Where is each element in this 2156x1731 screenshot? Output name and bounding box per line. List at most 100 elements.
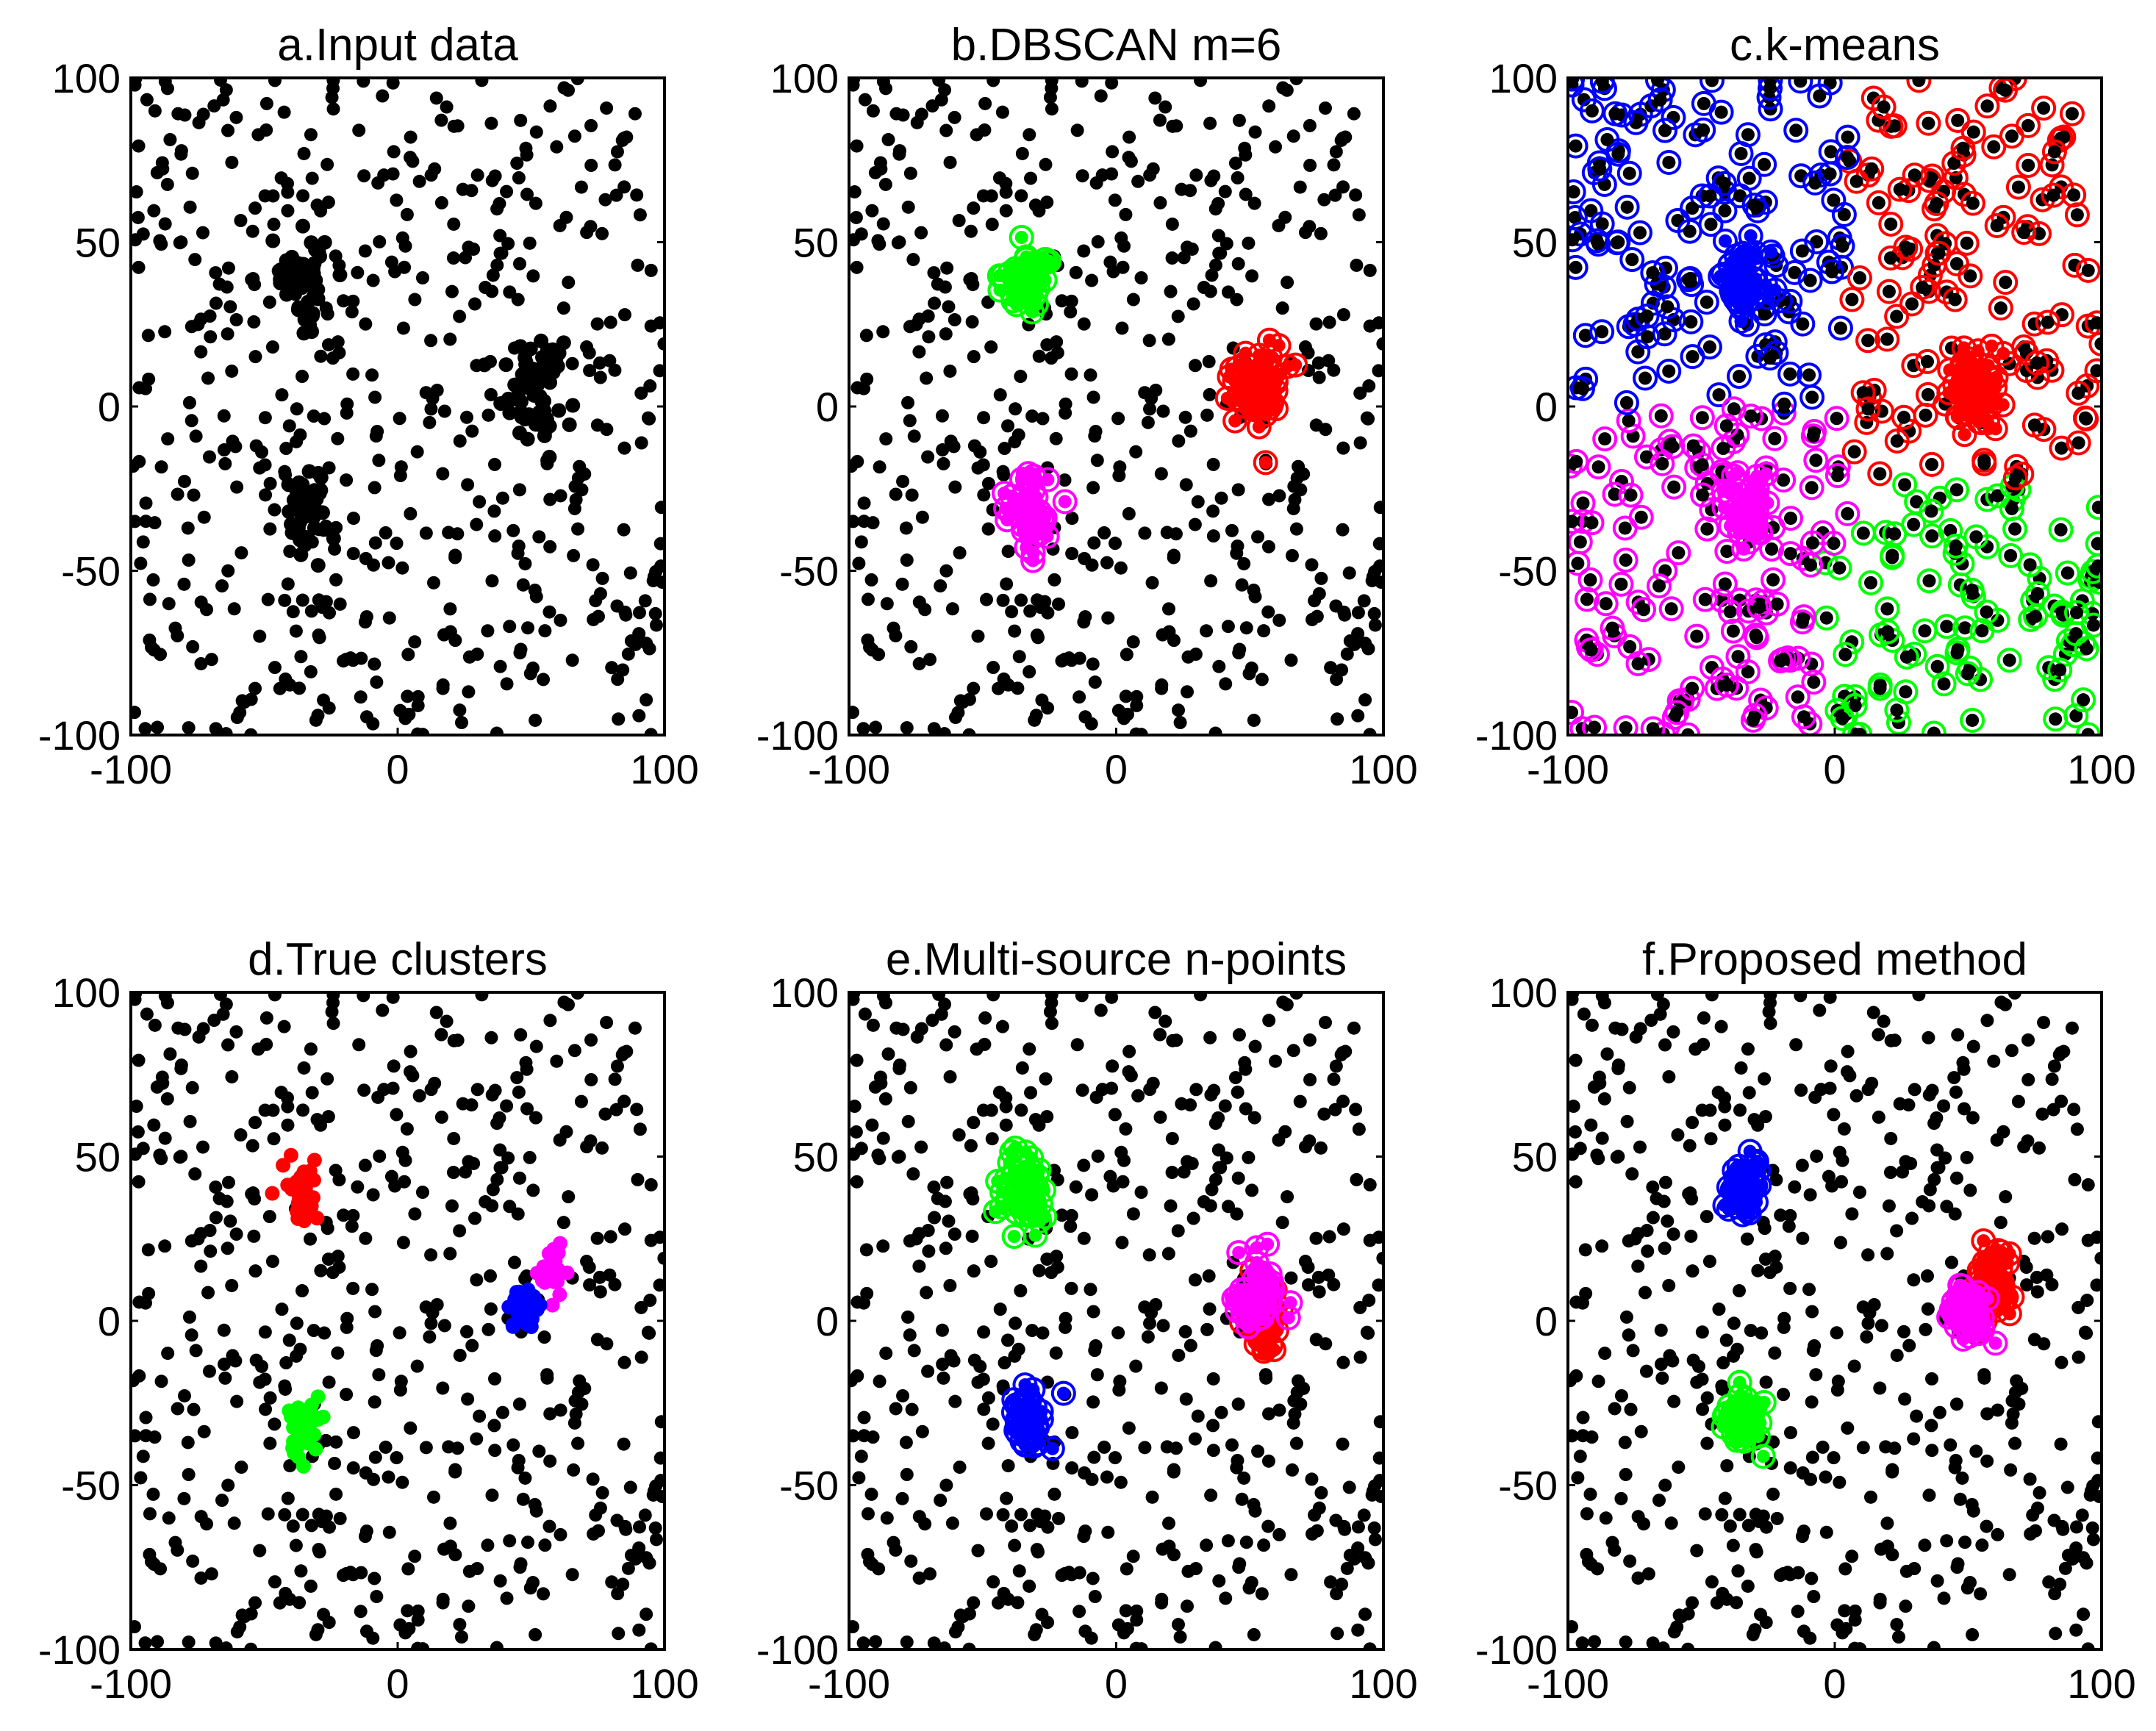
data-ring [1996, 648, 2022, 673]
data-point [1094, 89, 1108, 103]
data-point [598, 193, 612, 207]
data-point [368, 536, 382, 550]
data-point [915, 1424, 929, 1438]
data-ring [1623, 110, 1649, 135]
data-point [1595, 325, 1609, 339]
data-point [1353, 386, 1367, 400]
data-ring [1919, 451, 1944, 477]
data-point [234, 1461, 248, 1474]
data-point [1194, 78, 1208, 87]
data-point [1165, 1131, 1179, 1145]
data-point [1614, 1388, 1628, 1402]
data-point [1700, 522, 1714, 536]
data-point [1141, 415, 1155, 429]
data-point [571, 471, 585, 485]
data-point [204, 1244, 218, 1258]
data-point [1055, 654, 1069, 668]
data-point [516, 1492, 530, 1506]
data-point [1885, 551, 1899, 565]
data-point [267, 1132, 281, 1146]
data-ring [2011, 220, 2037, 246]
data-point [1078, 1624, 1092, 1638]
data-point [1593, 162, 1607, 176]
data-point [247, 315, 261, 329]
data-ring [1568, 454, 1583, 479]
data-point [1955, 1471, 1969, 1485]
data-point [2094, 1251, 2102, 1265]
data-point [852, 1471, 866, 1485]
cluster-point [535, 370, 551, 385]
data-point [605, 661, 619, 675]
data-point [1358, 1608, 1372, 1621]
data-point [1568, 515, 1579, 528]
data-point [889, 1021, 903, 1035]
data-point [326, 351, 340, 365]
data-point [553, 1133, 567, 1147]
data-point [565, 653, 579, 667]
data-point [1925, 1444, 1939, 1458]
data-point [2008, 1386, 2022, 1400]
data-point [419, 1441, 433, 1455]
data-point [1340, 1561, 1354, 1575]
data-point [2027, 1231, 2041, 1245]
data-point [1032, 349, 1046, 363]
data-point [1625, 253, 1639, 267]
data-point [141, 1243, 155, 1257]
data-point [934, 579, 948, 593]
data-ring [1666, 540, 1691, 566]
data-point [401, 648, 415, 662]
cluster-point [1020, 540, 1034, 554]
data-point [580, 1140, 594, 1154]
data-point [632, 606, 646, 620]
data-point [261, 592, 275, 606]
data-point [229, 110, 243, 124]
data-point [320, 1072, 334, 1086]
data-point [2055, 1222, 2069, 1236]
data-point [215, 579, 229, 593]
data-ring [2021, 412, 2047, 438]
data-ring [1789, 609, 1815, 635]
data-point [2017, 1140, 2031, 1154]
data-point [570, 78, 584, 85]
data-point [967, 201, 981, 215]
data-point [1275, 301, 1289, 315]
data-point [1247, 196, 1261, 210]
data-point [1228, 157, 1242, 171]
data-point [1664, 602, 1678, 616]
cluster-point [313, 470, 329, 485]
data-point [289, 624, 303, 638]
data-point [1965, 583, 1979, 597]
data-point [1654, 1358, 1668, 1372]
x-tick-label: 100 [630, 746, 698, 792]
data-point [1206, 529, 1220, 543]
data-point [984, 1255, 998, 1269]
data-point [1064, 1281, 1078, 1295]
data-point [1697, 1011, 1711, 1025]
data-point [234, 214, 248, 228]
data-point [904, 1554, 918, 1568]
data-point [237, 1610, 251, 1624]
data-point [574, 1094, 588, 1108]
cluster-point [307, 1153, 322, 1168]
data-point [1024, 171, 1038, 185]
data-point [1980, 99, 1994, 113]
data-point [506, 523, 520, 537]
data-point [448, 1465, 462, 1479]
data-point [1963, 1183, 1977, 1197]
data-point [309, 713, 323, 727]
data-point [359, 1231, 373, 1245]
data-point [1960, 1581, 1974, 1595]
x-tick-label: -100 [1527, 746, 1609, 792]
data-point [1733, 370, 1747, 384]
data-point [2069, 606, 2083, 620]
data-point [1742, 1086, 1756, 1100]
data-point [1597, 1092, 1611, 1105]
data-point [1221, 1534, 1235, 1548]
data-point [1823, 992, 1837, 1004]
data-point [1763, 82, 1777, 96]
y-tick-label: 100 [770, 55, 839, 101]
data-ring [1692, 587, 1718, 612]
data-point [1841, 1044, 1855, 1058]
cluster-point [1041, 473, 1055, 487]
data-point [1134, 728, 1148, 735]
